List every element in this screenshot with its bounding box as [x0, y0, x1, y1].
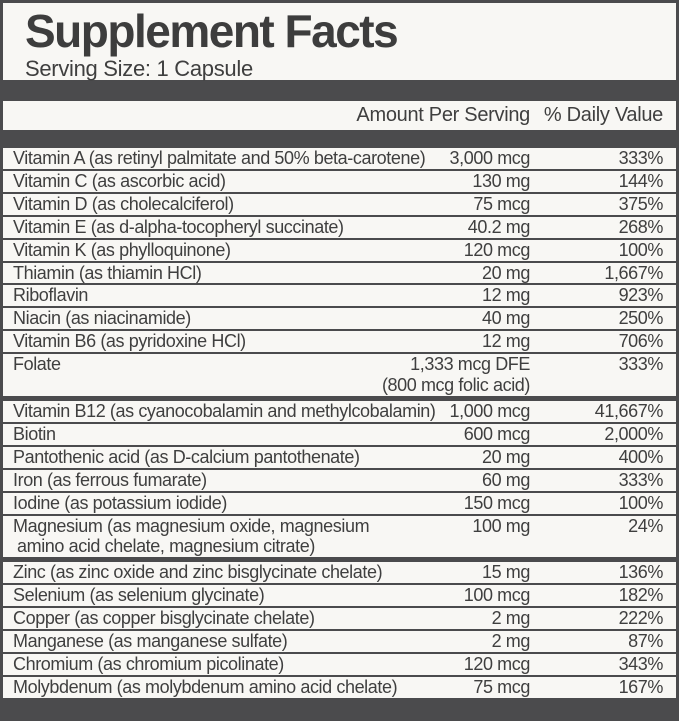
nutrient-daily-value: 706%: [618, 331, 664, 352]
nutrient-daily-value: 268%: [618, 216, 664, 237]
table-row: Biotin 600 mcg 2,000%: [3, 421, 676, 445]
nutrient-amount: 60 mg: [481, 469, 530, 490]
nutrient-name: Vitamin E (as d-alpha-tocopheryl succina…: [13, 216, 344, 237]
nutrient-amount: 150 mcg: [463, 492, 531, 513]
nutrient-name-line2: amino acid chelate, magnesium citrate): [17, 536, 315, 557]
nutrient-daily-value: 100%: [618, 239, 664, 260]
table-row: Copper (as copper bisglycinate chelate) 2…: [3, 606, 676, 629]
table-row: Folate 1,333 mcg DFE (800 mcg folic acid) 3…: [3, 352, 676, 396]
nutrient-amount: 120 mcg: [463, 239, 531, 260]
nutrient-daily-value: 144%: [618, 170, 664, 191]
nutrient-amount: 20 mg: [481, 446, 530, 467]
table-row: Pantothenic acid (as D-calcium pantothen…: [3, 444, 676, 468]
table-row: Iodine (as potassium iodide) 150 mcg 100%: [3, 490, 676, 514]
nutrient-amount: 12 mg: [481, 331, 530, 352]
table-row: Vitamin B6 (as pyridoxine HCl) 12 mg 706%: [3, 329, 676, 352]
daily-value-header: % Daily Value: [543, 104, 663, 126]
table-row: Vitamin A (as retinyl palmitate and 50% …: [3, 148, 676, 169]
nutrient-daily-value: 182%: [618, 585, 664, 606]
nutrient-amount: 100 mcg: [463, 585, 531, 606]
nutrient-daily-value: 2,000%: [604, 423, 663, 444]
nutrient-name: Iodine (as potassium iodide): [13, 492, 227, 513]
nutrient-amount: 1,000 mcg: [449, 400, 531, 421]
nutrient-name: Selenium (as selenium glycinate): [13, 585, 265, 606]
nutrient-amount: 120 mcg: [463, 653, 531, 674]
nutrient-name: Chromium (as chromium picolinate): [13, 653, 284, 674]
nutrients-table: Vitamin A (as retinyl palmitate and 50% …: [3, 148, 676, 698]
nutrient-name: Vitamin B6 (as pyridoxine HCl): [13, 331, 246, 352]
nutrient-daily-value: 375%: [618, 193, 664, 214]
nutrient-daily-value: 333%: [618, 354, 664, 375]
nutrient-name: Biotin: [13, 423, 56, 444]
nutrient-amount: 40 mg: [481, 308, 530, 329]
nutrient-daily-value: 1,667%: [604, 262, 663, 283]
table-row: Selenium (as selenium glycinate) 100 mcg 1…: [3, 583, 676, 606]
nutrient-daily-value: 87%: [628, 631, 663, 652]
table-row: Niacin (as niacinamide) 40 mg 250%: [3, 306, 676, 329]
nutrient-daily-value: 343%: [618, 653, 664, 674]
nutrient-amount: 130 mg: [472, 170, 530, 191]
nutrient-amount: 100 mg: [472, 515, 530, 536]
nutrient-amount: 15 mg: [481, 562, 530, 583]
nutrient-amount: 75 mcg: [473, 676, 530, 697]
table-row: Chromium (as chromium picolinate) 120 mcg…: [3, 651, 676, 675]
nutrient-daily-value: 250%: [618, 308, 664, 329]
table-row: Thiamin (as thiamin HCl) 20 mg 1,667%: [3, 260, 676, 284]
nutrient-daily-value: 222%: [618, 608, 664, 629]
amount-per-serving-header: Amount Per Serving: [356, 104, 530, 126]
nutrient-name: Vitamin C (as ascorbic acid): [13, 170, 226, 191]
table-row: Riboflavin 12 mg 923%: [3, 283, 676, 306]
table-row: Vitamin B12 (as cyanocobalamin and methy…: [3, 395, 676, 422]
nutrient-name: Thiamin (as thiamin HCl): [13, 262, 202, 283]
nutrient-amount: 40.2 mg: [467, 216, 531, 237]
nutrient-name: Vitamin D (as cholecalciferol): [13, 193, 234, 214]
table-row: Magnesium (as magnesium oxide, magnesium…: [3, 513, 676, 558]
column-header-bar: Amount Per Serving % Daily Value: [3, 101, 676, 130]
table-row: Vitamin C (as ascorbic acid) 130 mg 144%: [3, 168, 676, 192]
nutrient-name: Folate: [13, 354, 61, 375]
nutrient-daily-value: 923%: [618, 285, 664, 306]
nutrient-name: Pantothenic acid (as D-calcium pantothen…: [13, 446, 360, 467]
nutrient-daily-value: 136%: [618, 562, 664, 583]
nutrient-name: Iron (as ferrous fumarate): [13, 469, 207, 490]
nutrient-daily-value: 400%: [618, 446, 664, 467]
nutrient-name: Vitamin A (as retinyl palmitate and 50% …: [13, 148, 426, 168]
table-row: Manganese (as manganese sulfate) 2 mg 87%: [3, 629, 676, 652]
nutrient-amount: 2 mg: [491, 608, 531, 629]
nutrient-amount: 1,333 mcg DFE (800 mcg folic acid): [381, 354, 530, 396]
label-title: Supplement Facts: [25, 5, 399, 57]
table-row: Iron (as ferrous fumarate) 60 mg 333%: [3, 467, 676, 491]
table-row: Vitamin K (as phylloquinone) 120 mcg 100%: [3, 237, 676, 261]
nutrient-name: Molybdenum (as molybdenum amino acid che…: [13, 676, 398, 697]
nutrient-name: Niacin (as niacinamide): [13, 308, 191, 329]
table-row: Vitamin D (as cholecalciferol) 75 mcg 375%: [3, 191, 676, 215]
title-box: Supplement Facts Serving Size: 1 Capsule: [3, 3, 676, 80]
nutrient-name: Magnesium (as magnesium oxide, magnesium…: [13, 516, 472, 558]
nutrient-name: Riboflavin: [13, 285, 89, 306]
nutrient-name: Copper (as copper bisglycinate chelate): [13, 608, 315, 629]
table-row: Zinc (as zinc oxide and zinc bisglycinat…: [3, 557, 676, 583]
nutrient-daily-value: 333%: [618, 148, 664, 168]
nutrient-name: Vitamin K (as phylloquinone): [13, 239, 231, 260]
nutrient-amount: 2 mg: [491, 631, 531, 652]
nutrient-daily-value: 24%: [628, 515, 663, 536]
nutrient-amount: 75 mcg: [473, 193, 530, 214]
nutrient-amount: 600 mcg: [463, 423, 531, 444]
nutrient-name: Zinc (as zinc oxide and zinc bisglycinat…: [13, 562, 383, 583]
nutrient-daily-value: 100%: [618, 492, 664, 513]
nutrient-name: Vitamin B12 (as cyanocobalamin and methy…: [13, 400, 436, 421]
table-row: Molybdenum (as molybdenum amino acid che…: [3, 674, 676, 698]
serving-size: Serving Size: 1 Capsule: [25, 56, 253, 81]
nutrient-daily-value: 333%: [618, 469, 664, 490]
nutrient-amount: 3,000 mcg: [449, 148, 531, 168]
nutrient-amount: 12 mg: [481, 285, 530, 306]
nutrient-daily-value: 167%: [618, 676, 664, 697]
nutrient-daily-value: 41,667%: [594, 400, 664, 421]
nutrient-amount-line2: (800 mcg folic acid): [381, 375, 530, 396]
table-row: Vitamin E (as d-alpha-tocopheryl succina…: [3, 214, 676, 238]
nutrient-amount: 20 mg: [481, 262, 530, 283]
nutrient-name: Manganese (as manganese sulfate): [13, 631, 288, 652]
